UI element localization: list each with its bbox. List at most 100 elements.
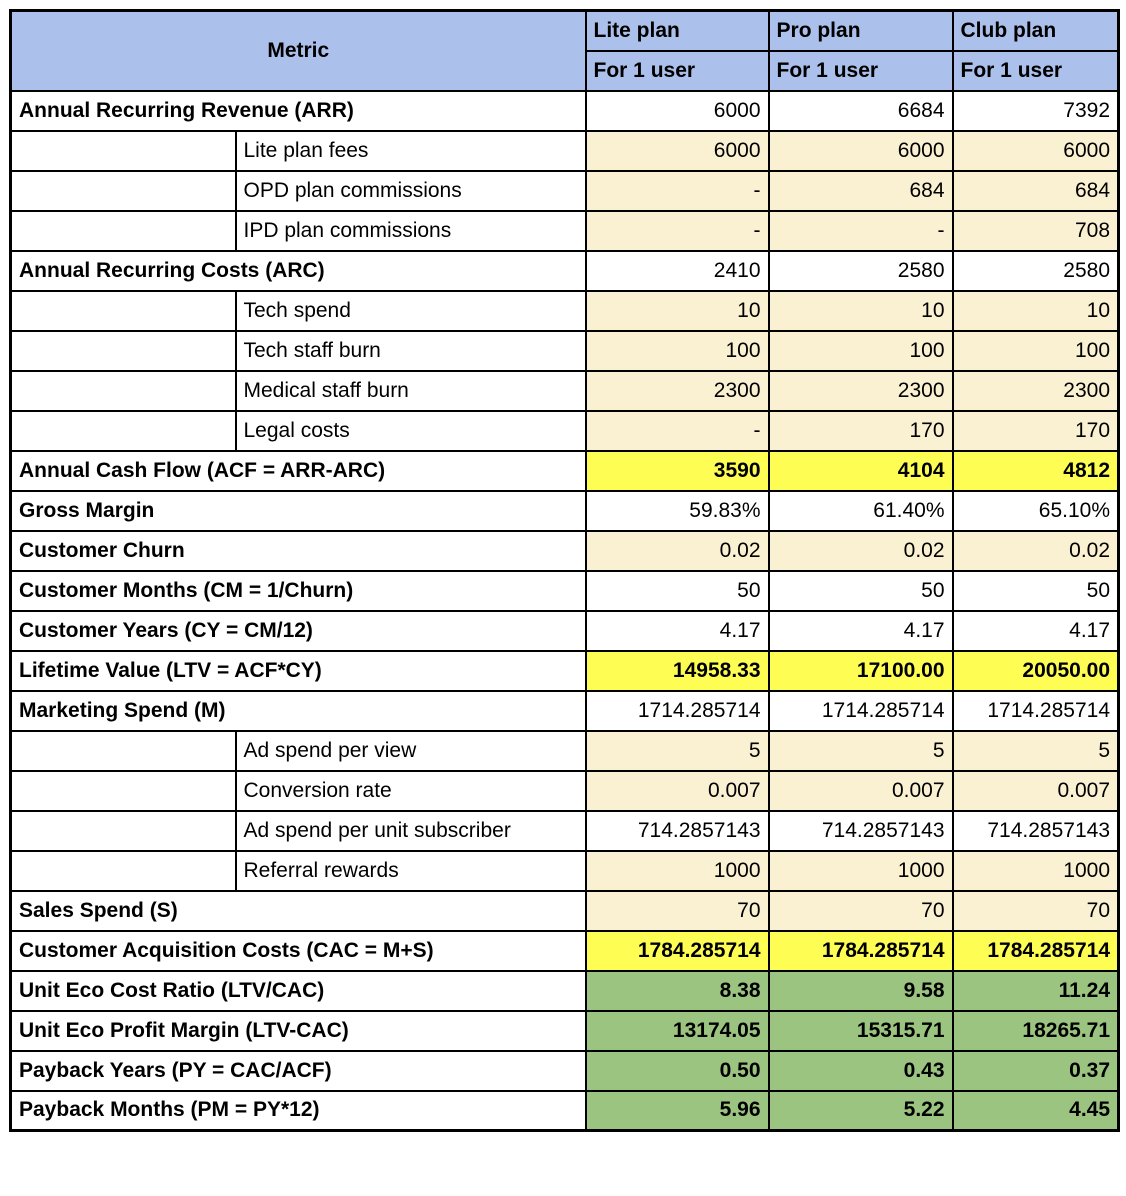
pro-plan-header[interactable]: Pro plan — [767, 9, 954, 52]
value-cell-pro[interactable]: 6684 — [767, 89, 954, 132]
value-cell-club[interactable]: 0.007 — [951, 769, 1120, 812]
value-cell-lite[interactable]: 5.96 — [584, 1089, 770, 1132]
submetric-label[interactable]: Conversion rate — [234, 769, 587, 812]
value-cell-lite[interactable]: 5 — [584, 729, 770, 772]
indent-cell[interactable] — [9, 849, 237, 892]
value-cell-lite[interactable]: 3590 — [584, 449, 770, 492]
value-cell-club[interactable]: 100 — [951, 329, 1120, 372]
metric-label[interactable]: Customer Churn — [9, 529, 587, 572]
metric-label[interactable]: Gross Margin — [9, 489, 587, 532]
indent-cell[interactable] — [9, 369, 237, 412]
value-cell-lite[interactable]: 1000 — [584, 849, 770, 892]
metric-label[interactable]: Sales Spend (S) — [9, 889, 587, 932]
value-cell-club[interactable]: 50 — [951, 569, 1120, 612]
metric-label[interactable]: Payback Years (PY = CAC/ACF) — [9, 1049, 587, 1092]
value-cell-lite[interactable]: 0.50 — [584, 1049, 770, 1092]
metric-label[interactable]: Marketing Spend (M) — [9, 689, 587, 732]
value-cell-pro[interactable]: 100 — [767, 329, 954, 372]
indent-cell[interactable] — [9, 129, 237, 172]
club-plan-header[interactable]: Club plan — [951, 9, 1120, 52]
value-cell-pro[interactable]: 1784.285714 — [767, 929, 954, 972]
value-cell-pro[interactable]: 0.007 — [767, 769, 954, 812]
value-cell-club[interactable]: 1784.285714 — [951, 929, 1120, 972]
submetric-label[interactable]: Medical staff burn — [234, 369, 587, 412]
submetric-label[interactable]: IPD plan commissions — [234, 209, 587, 252]
metric-label[interactable]: Customer Years (CY = CM/12) — [9, 609, 587, 652]
indent-cell[interactable] — [9, 289, 237, 332]
value-cell-lite[interactable]: 2300 — [584, 369, 770, 412]
indent-cell[interactable] — [9, 329, 237, 372]
value-cell-lite[interactable]: 6000 — [584, 129, 770, 172]
value-cell-lite[interactable]: 4.17 — [584, 609, 770, 652]
value-cell-club[interactable]: 2580 — [951, 249, 1120, 292]
value-cell-lite[interactable]: 714.2857143 — [584, 809, 770, 852]
value-cell-lite[interactable]: - — [584, 169, 770, 212]
value-cell-pro[interactable]: 4.17 — [767, 609, 954, 652]
value-cell-pro[interactable]: 50 — [767, 569, 954, 612]
value-cell-club[interactable]: 6000 — [951, 129, 1120, 172]
indent-cell[interactable] — [9, 809, 237, 852]
value-cell-club[interactable]: 0.37 — [951, 1049, 1120, 1092]
value-cell-pro[interactable]: 170 — [767, 409, 954, 452]
value-cell-pro[interactable]: 70 — [767, 889, 954, 932]
value-cell-lite[interactable]: 50 — [584, 569, 770, 612]
submetric-label[interactable]: Ad spend per unit subscriber — [234, 809, 587, 852]
value-cell-lite[interactable]: 70 — [584, 889, 770, 932]
metric-label[interactable]: Unit Eco Profit Margin (LTV-CAC) — [9, 1009, 587, 1052]
value-cell-pro[interactable]: 6000 — [767, 129, 954, 172]
value-cell-pro[interactable]: 4104 — [767, 449, 954, 492]
value-cell-club[interactable]: 1714.285714 — [951, 689, 1120, 732]
club-plan-subheader[interactable]: For 1 user — [951, 49, 1120, 92]
value-cell-club[interactable]: 0.02 — [951, 529, 1120, 572]
value-cell-pro[interactable]: 0.43 — [767, 1049, 954, 1092]
indent-cell[interactable] — [9, 169, 237, 212]
value-cell-club[interactable]: 5 — [951, 729, 1120, 772]
value-cell-pro[interactable]: 61.40% — [767, 489, 954, 532]
pro-plan-subheader[interactable]: For 1 user — [767, 49, 954, 92]
value-cell-lite[interactable]: 14958.33 — [584, 649, 770, 692]
metric-label[interactable]: Annual Recurring Revenue (ARR) — [9, 89, 587, 132]
value-cell-pro[interactable]: 5.22 — [767, 1089, 954, 1132]
value-cell-pro[interactable]: 17100.00 — [767, 649, 954, 692]
indent-cell[interactable] — [9, 409, 237, 452]
value-cell-club[interactable]: 7392 — [951, 89, 1120, 132]
value-cell-club[interactable]: 65.10% — [951, 489, 1120, 532]
value-cell-lite[interactable]: 1784.285714 — [584, 929, 770, 972]
value-cell-club[interactable]: 714.2857143 — [951, 809, 1120, 852]
value-cell-pro[interactable]: 714.2857143 — [767, 809, 954, 852]
value-cell-lite[interactable]: 0.007 — [584, 769, 770, 812]
value-cell-pro[interactable]: 0.02 — [767, 529, 954, 572]
value-cell-club[interactable]: 170 — [951, 409, 1120, 452]
value-cell-pro[interactable]: 10 — [767, 289, 954, 332]
value-cell-lite[interactable]: 10 — [584, 289, 770, 332]
submetric-label[interactable]: Lite plan fees — [234, 129, 587, 172]
value-cell-lite[interactable]: - — [584, 409, 770, 452]
metric-column-header[interactable]: Metric — [9, 9, 587, 92]
value-cell-club[interactable]: 2300 — [951, 369, 1120, 412]
value-cell-club[interactable]: 684 — [951, 169, 1120, 212]
value-cell-pro[interactable]: 684 — [767, 169, 954, 212]
value-cell-club[interactable]: 1000 — [951, 849, 1120, 892]
value-cell-pro[interactable]: 2580 — [767, 249, 954, 292]
submetric-label[interactable]: OPD plan commissions — [234, 169, 587, 212]
indent-cell[interactable] — [9, 729, 237, 772]
submetric-label[interactable]: Referral rewards — [234, 849, 587, 892]
value-cell-club[interactable]: 70 — [951, 889, 1120, 932]
value-cell-club[interactable]: 18265.71 — [951, 1009, 1120, 1052]
value-cell-club[interactable]: 4812 — [951, 449, 1120, 492]
value-cell-pro[interactable]: 2300 — [767, 369, 954, 412]
submetric-label[interactable]: Legal costs — [234, 409, 587, 452]
value-cell-lite[interactable]: 2410 — [584, 249, 770, 292]
value-cell-lite[interactable]: - — [584, 209, 770, 252]
value-cell-lite[interactable]: 8.38 — [584, 969, 770, 1012]
metric-label[interactable]: Payback Months (PM = PY*12) — [9, 1089, 587, 1132]
value-cell-pro[interactable]: 1000 — [767, 849, 954, 892]
metric-label[interactable]: Customer Months (CM = 1/Churn) — [9, 569, 587, 612]
value-cell-lite[interactable]: 13174.05 — [584, 1009, 770, 1052]
value-cell-club[interactable]: 4.45 — [951, 1089, 1120, 1132]
value-cell-club[interactable]: 4.17 — [951, 609, 1120, 652]
value-cell-pro[interactable]: 15315.71 — [767, 1009, 954, 1052]
metric-label[interactable]: Unit Eco Cost Ratio (LTV/CAC) — [9, 969, 587, 1012]
metric-label[interactable]: Annual Recurring Costs (ARC) — [9, 249, 587, 292]
submetric-label[interactable]: Tech spend — [234, 289, 587, 332]
